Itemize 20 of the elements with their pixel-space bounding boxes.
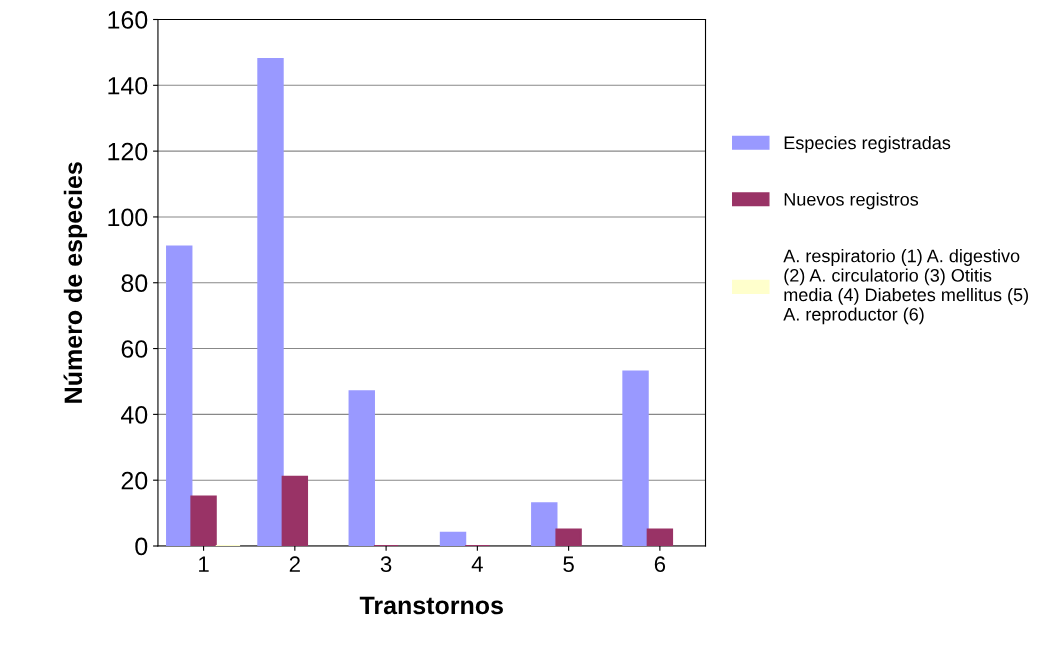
x-axis-title: Transtornos (359, 596, 503, 615)
y-tick-label: 0 (135, 537, 148, 556)
x-tick-label: 1 (199, 556, 209, 572)
x-tick-label: 2 (289, 556, 300, 572)
x-tick-label: 5 (563, 556, 574, 573)
y-axis-title: Número de especies (63, 162, 88, 403)
y-tick-label: 100 (108, 208, 148, 227)
y-tick-label: 120 (108, 142, 148, 161)
x-tick-label: 3 (380, 556, 392, 573)
legend-label: Especies registradas (784, 135, 951, 153)
y-tick-label: 20 (121, 471, 148, 490)
y-tick-label: 160 (108, 11, 148, 29)
x-tick-label: 6 (654, 556, 666, 573)
y-tick-label: 40 (121, 405, 148, 424)
legend-label: Nuevos registros (784, 192, 919, 210)
y-tick-label: 80 (121, 274, 148, 293)
y-tick-label: 140 (108, 76, 148, 95)
x-tick-label: 4 (471, 556, 483, 572)
legend-label: A. respiratorio (1) A. digestivo (2) A. circulatorio (3) Otitis media (4) Diabetes mellitus (5) A. reproductor (6) (783, 249, 1028, 325)
y-tick-label: 60 (121, 340, 148, 358)
